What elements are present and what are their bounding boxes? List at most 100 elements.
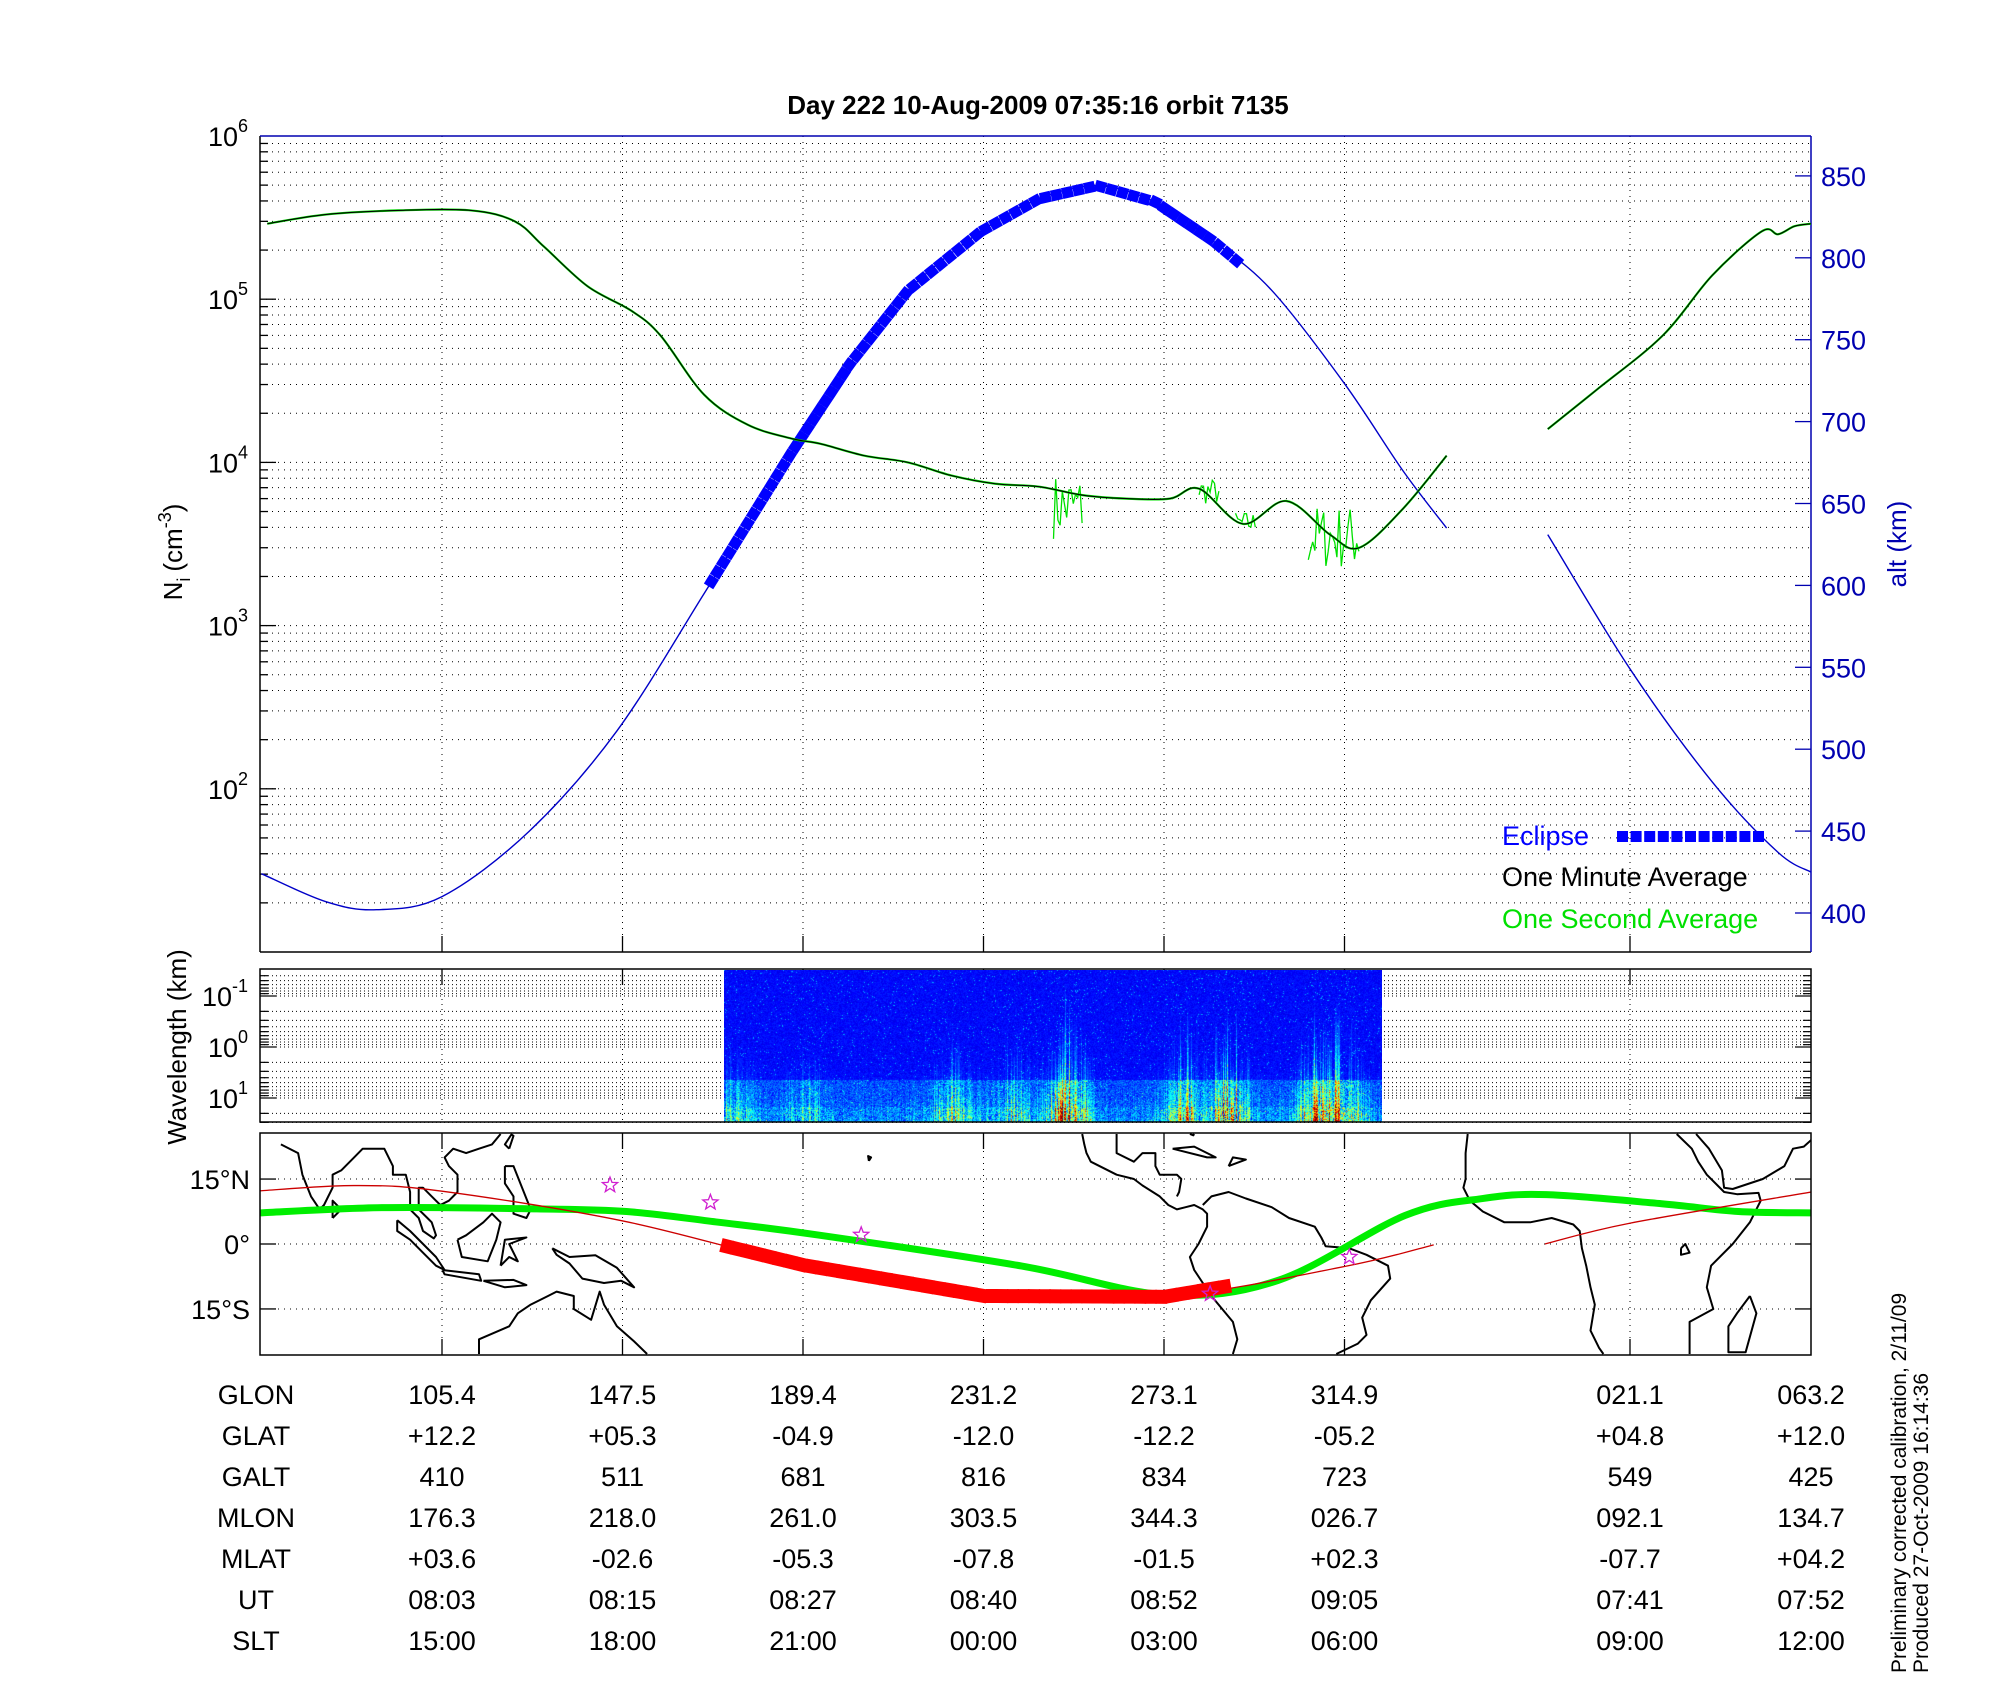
- table-cell: 511: [601, 1462, 644, 1492]
- eclipse-track-marker: [910, 1276, 925, 1293]
- station-star-icon: [851, 1225, 871, 1243]
- table-cell: 549: [1607, 1462, 1652, 1492]
- eclipse-track-marker: [1038, 1289, 1051, 1304]
- tick-base: 10: [208, 285, 238, 315]
- table-cell: +12.2: [408, 1421, 476, 1451]
- table-cell: 00:00: [950, 1626, 1018, 1656]
- coastline: [867, 1155, 873, 1162]
- table-cell: 06:00: [1311, 1626, 1379, 1656]
- tick-base: 10: [208, 448, 238, 478]
- satellite-track-line: [1544, 1191, 1811, 1245]
- eclipse-track-marker: [1123, 1289, 1136, 1304]
- altitude-tick-label: 500: [1821, 735, 1866, 765]
- map-grid: [260, 1133, 1811, 1355]
- table-cell: 021.1: [1596, 1380, 1664, 1410]
- eclipse-track-marker: [1070, 1289, 1083, 1304]
- coastline: [1462, 1133, 1605, 1355]
- ylabel-subscript: i: [174, 578, 194, 582]
- coastline: [1172, 1145, 1217, 1159]
- tick-base: 10: [208, 1084, 238, 1114]
- eclipse-track-marker: [740, 1243, 756, 1260]
- density-y-tick-label: 105: [208, 279, 248, 315]
- wavelength-spectrogram: [724, 970, 1382, 1122]
- eclipse-marker: [1017, 198, 1033, 214]
- table-row-label: MLON: [217, 1503, 295, 1533]
- eclipse-marker: [876, 312, 893, 328]
- tick-exponent: 0: [238, 1027, 248, 1047]
- eclipse-marker: [769, 467, 786, 483]
- altitude-tick-label: 850: [1821, 162, 1866, 192]
- ylabel-unit-close: ): [158, 504, 188, 513]
- coastline: [396, 1219, 446, 1271]
- coastline: [499, 1236, 528, 1267]
- eclipse-track-marker: [1217, 1278, 1233, 1295]
- eclipse-marker: [703, 574, 720, 590]
- station-star-icon: [1200, 1283, 1220, 1302]
- altitude-axis-label: alt (km): [1882, 501, 1912, 588]
- table-row-label: GLAT: [222, 1421, 291, 1451]
- eclipse-track-marker: [804, 1258, 819, 1275]
- table-cell: 410: [419, 1462, 464, 1492]
- table-row-label: MLAT: [221, 1544, 291, 1574]
- eclipse-marker: [977, 221, 993, 237]
- table-cell: 723: [1322, 1462, 1367, 1492]
- eclipse-track-marker: [772, 1251, 788, 1268]
- eclipse-marker: [1183, 218, 1200, 235]
- tick-exponent: 3: [238, 606, 248, 626]
- eclipse-track-marker: [1006, 1289, 1019, 1304]
- tick-exponent: -1: [232, 976, 248, 996]
- table-cell: +12.0: [1777, 1421, 1845, 1451]
- coastline: [551, 1247, 636, 1289]
- eclipse-marker: [817, 393, 834, 409]
- density-y-tick-label: 104: [208, 442, 248, 478]
- table-cell: 834: [1141, 1462, 1186, 1492]
- table-cell: 07:41: [1596, 1585, 1664, 1615]
- altitude-tick-label: 800: [1821, 244, 1866, 274]
- table-cell: +03.6: [408, 1544, 476, 1574]
- coastline: [1189, 1133, 1196, 1137]
- produced-timestamp: Produced 27-Oct-2009 16:14:36: [1910, 1373, 1933, 1673]
- eclipse-marker: [841, 356, 858, 373]
- legend-eclipse-square: [1753, 831, 1764, 842]
- eclipse-track-marker: [1155, 1289, 1168, 1304]
- legend-eclipse-square: [1644, 831, 1656, 842]
- table-cell: -12.2: [1133, 1421, 1195, 1451]
- eclipse-marker: [905, 278, 922, 294]
- eclipse-track-marker: [996, 1289, 1009, 1304]
- eclipse-marker: [1192, 224, 1209, 241]
- eclipse-track-marker: [825, 1262, 840, 1279]
- table-cell: 18:00: [589, 1626, 657, 1656]
- eclipse-marker: [1071, 183, 1086, 197]
- legend-eclipse-square: [1739, 831, 1751, 842]
- table-row-label: GALT: [222, 1462, 291, 1492]
- eclipse-marker: [1156, 200, 1173, 216]
- eclipse-marker: [823, 384, 840, 400]
- eclipse-track-marker: [793, 1256, 809, 1273]
- wavelength-tick-label: 10-1: [202, 976, 248, 1012]
- table-cell: 03:00: [1130, 1626, 1198, 1656]
- eclipse-marker: [855, 339, 872, 355]
- altitude-tick-label: 700: [1821, 408, 1866, 438]
- tick-exponent: 2: [238, 769, 248, 789]
- map-plot-area: [260, 1133, 1811, 1355]
- table-cell: -12.0: [953, 1421, 1015, 1451]
- tick-base: 10: [208, 775, 238, 805]
- table-cell: 231.2: [950, 1380, 1018, 1410]
- ylabel-unit-exponent: -3: [155, 512, 175, 528]
- one-second-average-excursion: [1234, 512, 1256, 528]
- eclipse-marker: [757, 487, 774, 503]
- coastline: [503, 1133, 515, 1150]
- eclipse-marker: [997, 210, 1013, 226]
- eclipse-marker: [1228, 252, 1245, 269]
- eclipse-track-marker: [1102, 1289, 1115, 1304]
- legend-eclipse-square: [1630, 831, 1642, 842]
- eclipse-track-marker: [836, 1264, 851, 1280]
- coastline: [483, 1278, 528, 1289]
- eclipse-marker: [745, 506, 762, 522]
- eclipse-marker: [1115, 186, 1130, 200]
- eclipse-marker: [733, 525, 750, 541]
- altitude-tick-label: 650: [1821, 490, 1866, 520]
- coastline: [1081, 1133, 1239, 1355]
- coastline: [1202, 1191, 1392, 1355]
- wavelength-axis-label: Wavelength (km): [162, 949, 192, 1145]
